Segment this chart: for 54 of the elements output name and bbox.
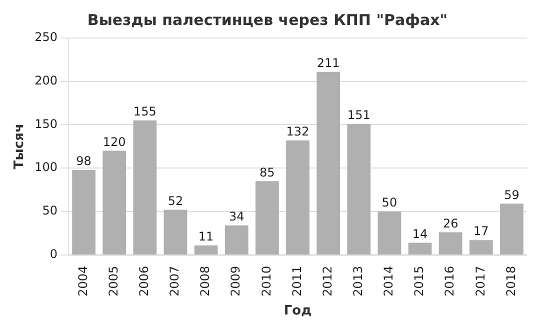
bar bbox=[194, 245, 218, 254]
x-tick-label: 2011 bbox=[290, 266, 304, 296]
data-label: 52 bbox=[168, 194, 184, 208]
data-label: 17 bbox=[474, 224, 489, 238]
bar bbox=[164, 210, 188, 254]
data-label: 11 bbox=[198, 229, 214, 244]
x-tick-label: 2009 bbox=[228, 266, 243, 296]
bar bbox=[255, 181, 279, 254]
bar bbox=[438, 232, 462, 254]
x-tick-label: 2006 bbox=[137, 266, 152, 296]
data-label: 132 bbox=[286, 124, 310, 138]
y-tick-label: 200 bbox=[34, 73, 58, 88]
x-tick-label: 2005 bbox=[106, 266, 120, 296]
data-label: 211 bbox=[316, 56, 340, 70]
bar bbox=[133, 120, 157, 254]
bar bbox=[347, 124, 371, 254]
bar bbox=[224, 225, 248, 254]
bar bbox=[102, 150, 126, 254]
x-axis-title: Год bbox=[284, 304, 312, 319]
data-label: 34 bbox=[228, 209, 244, 224]
bar bbox=[408, 242, 432, 254]
bar bbox=[378, 211, 402, 254]
x-tick-label: 2017 bbox=[473, 266, 488, 296]
bar bbox=[72, 170, 96, 254]
y-axis-title: Тысяч bbox=[12, 124, 28, 170]
y-tick-label: 100 bbox=[34, 160, 58, 174]
x-tick-label: 2012 bbox=[320, 266, 334, 296]
x-tick-label: 2018 bbox=[504, 266, 518, 296]
data-label: 98 bbox=[76, 154, 92, 168]
x-tick-label: 2016 bbox=[442, 266, 457, 296]
bar bbox=[469, 240, 493, 254]
chart-title: Выезды палестинцев через КПП "Рафах" bbox=[87, 10, 448, 29]
x-tick-label: 2008 bbox=[198, 266, 212, 296]
x-tick-label: 2010 bbox=[259, 266, 274, 296]
y-tick-label: 50 bbox=[42, 204, 58, 218]
bar bbox=[500, 204, 524, 254]
bar bbox=[286, 140, 310, 254]
data-label: 50 bbox=[382, 196, 398, 210]
x-tick-label: 2014 bbox=[382, 266, 396, 296]
data-label: 151 bbox=[347, 108, 370, 122]
bar bbox=[316, 72, 340, 254]
x-tick-label: 2004 bbox=[76, 266, 90, 296]
data-label: 85 bbox=[260, 165, 275, 180]
x-tick-label: 2007 bbox=[168, 266, 182, 296]
data-label: 155 bbox=[133, 104, 156, 119]
y-tick-label: 0 bbox=[50, 246, 58, 261]
y-tick-label: 250 bbox=[34, 30, 58, 44]
data-label: 120 bbox=[102, 134, 126, 149]
data-label: 59 bbox=[504, 188, 520, 202]
x-tick-label: 2015 bbox=[412, 266, 426, 296]
x-tick-label: 2013 bbox=[351, 266, 366, 296]
data-label: 26 bbox=[442, 216, 458, 230]
y-tick-label: 150 bbox=[34, 116, 58, 131]
data-label: 14 bbox=[412, 226, 428, 241]
